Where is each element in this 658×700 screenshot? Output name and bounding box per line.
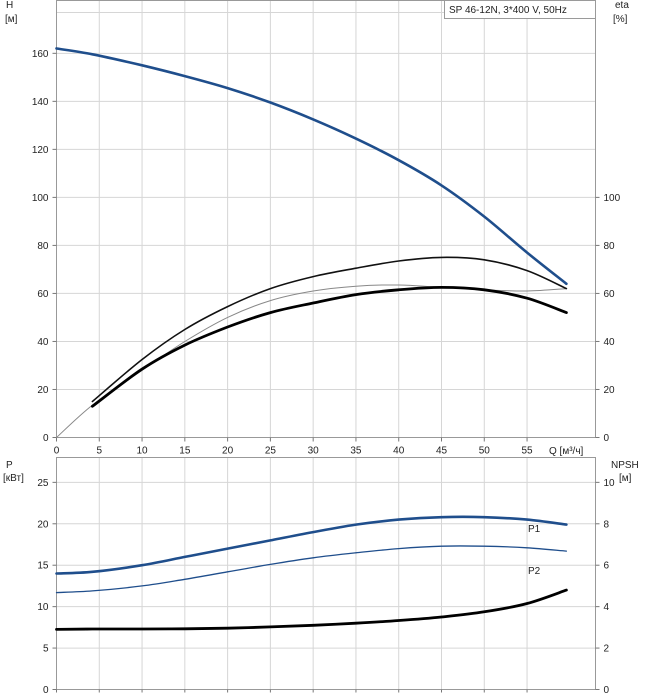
y-tick-label: 40: [37, 337, 49, 348]
bottom-series: [55, 515, 568, 631]
y-tick-label: 10: [37, 602, 49, 613]
y-tick-label: 25: [37, 478, 49, 489]
y-tick-label: 80: [37, 241, 49, 252]
x-tick-label: 40: [393, 446, 405, 457]
series-line: [91, 286, 568, 408]
y2-tick-label: 2: [604, 644, 610, 655]
y2-tick-label: 0: [604, 685, 610, 696]
series-line: [55, 545, 568, 594]
top-y-axis-title-line2: [м]: [5, 14, 18, 25]
x-axis-title: Q [м³/ч]: [549, 446, 584, 457]
y2-tick-label: 60: [604, 289, 616, 300]
y-tick-label: 120: [32, 145, 49, 156]
y-tick-label: 100: [32, 193, 49, 204]
y-tick-label: 140: [32, 97, 49, 108]
y-tick-label: 0: [43, 433, 49, 444]
y-tick-label: 160: [32, 49, 49, 60]
series-line: [55, 47, 568, 286]
top-plot-frame: [56, 0, 596, 438]
y-tick-label: 20: [37, 519, 49, 530]
y2-tick-label: 0: [604, 433, 610, 444]
top-y2-axis-title-line2: [%]: [613, 14, 628, 25]
chart-title: SP 46-12N, 3*400 V, 50Hz: [449, 5, 567, 16]
series-line: [55, 515, 568, 575]
y2-tick-label: 6: [604, 561, 610, 572]
y-tick-label: 0: [43, 685, 49, 696]
y2-tick-label: 4: [604, 602, 610, 613]
bottom-plot-frame: [56, 457, 596, 690]
top-y-axis-title-line1: H: [6, 0, 13, 11]
bottom-y-axis-title-line2: [кВт]: [3, 473, 24, 484]
x-tick-label: 10: [136, 446, 148, 457]
bottom-ticks: 0 5 10 15 20 25 0 2 4 6 8 10: [37, 478, 615, 696]
top-ticks: 0 20 40 60 80 100 120 140 160 0 20 40 60 80 100 0 5 10 15 2…: [32, 49, 621, 457]
y-tick-label: 20: [37, 385, 49, 396]
series-line: [56, 284, 567, 438]
series-line: [91, 256, 568, 403]
x-tick-label: 35: [350, 446, 362, 457]
y2-tick-label: 80: [604, 241, 616, 252]
y2-tick-label: 100: [604, 193, 621, 204]
series-line: [55, 588, 568, 631]
bottom-y-axis-title-line1: P: [6, 460, 13, 471]
y2-tick-label: 8: [604, 519, 610, 530]
x-tick-label: 50: [479, 446, 491, 457]
y2-tick-label: 20: [604, 385, 616, 396]
title-box: [444, 0, 596, 19]
bottom-grid: [56, 457, 596, 690]
y2-tick-label: 40: [604, 337, 616, 348]
y-tick-label: 60: [37, 289, 49, 300]
top-y2-axis-title-line1: eta: [615, 0, 629, 11]
series-label-p1: P1: [528, 524, 541, 535]
x-tick-label: 25: [265, 446, 277, 457]
x-tick-label: 30: [308, 446, 320, 457]
x-tick-label: 5: [96, 446, 102, 457]
bottom-y2-axis-title-line2: [м]: [619, 473, 632, 484]
y-tick-label: 15: [37, 561, 49, 572]
x-tick-label: 15: [179, 446, 191, 457]
x-tick-label: 55: [521, 446, 533, 457]
x-tick-label: 20: [222, 446, 234, 457]
y-tick-label: 5: [43, 644, 49, 655]
x-tick-label: 45: [436, 446, 448, 457]
bottom-y2-axis-title-line1: NPSH: [611, 460, 639, 471]
x-tick-label: 0: [54, 446, 60, 457]
series-label-p2: P2: [528, 566, 541, 577]
top-series: [55, 47, 568, 438]
y2-tick-label: 10: [604, 478, 616, 489]
